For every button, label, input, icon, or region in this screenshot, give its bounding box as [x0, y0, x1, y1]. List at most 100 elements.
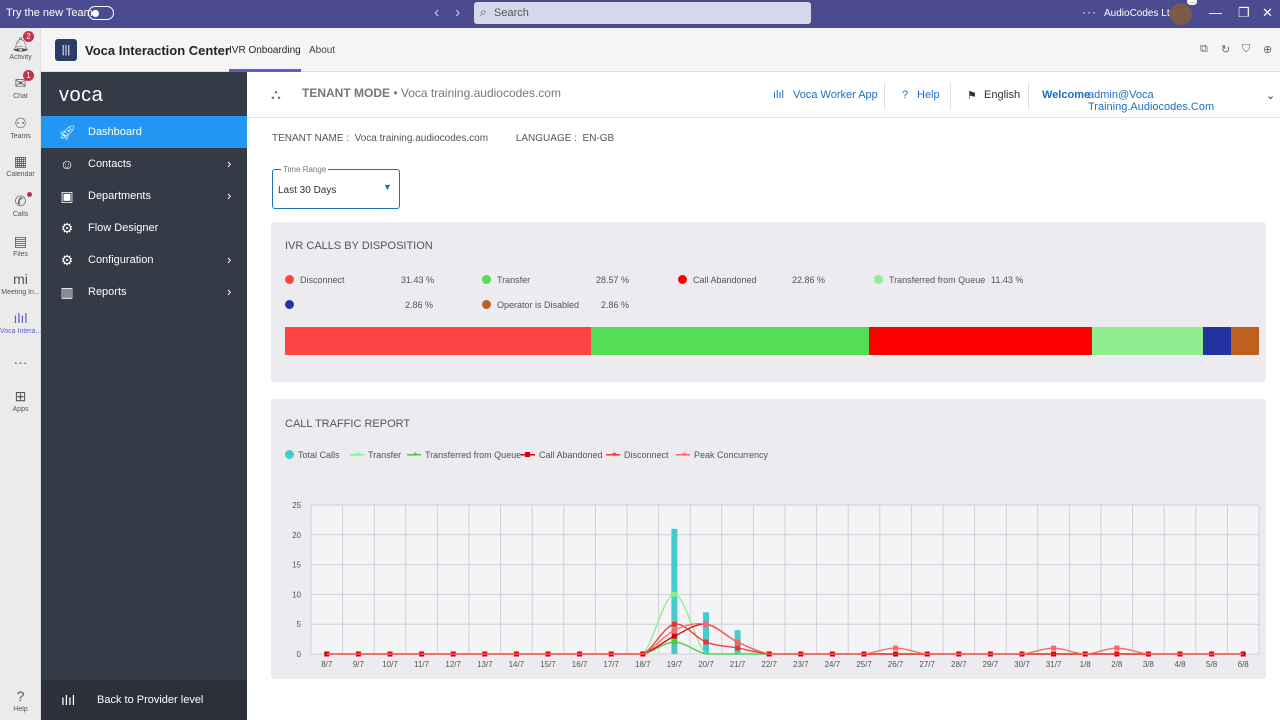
- meeting-icon: mi: [13, 271, 28, 287]
- globe-icon[interactable]: ⊕: [1263, 44, 1273, 56]
- search-placeholder: Search: [494, 7, 529, 19]
- phone-icon: ✆: [14, 193, 27, 209]
- rail-label: Calendar: [6, 171, 35, 178]
- transferred-from-queue-point: [671, 639, 677, 645]
- disposition-segment[interactable]: [1091, 327, 1204, 355]
- rail-item-activity[interactable]: 🔔︎ Activity 2: [0, 31, 41, 61]
- calendar-icon: ▦: [13, 153, 28, 169]
- restore-icon[interactable]: ❐: [1238, 5, 1250, 20]
- rail-item-files[interactable]: ▤ Files: [0, 233, 41, 258]
- x-tick-label: 28/7: [951, 660, 967, 669]
- legend-label: Transferred from Queue: [889, 275, 986, 285]
- sidebar-item-flow-designer[interactable]: ⚙ Flow Designer: [41, 212, 247, 244]
- language-selector[interactable]: English: [984, 89, 1021, 101]
- chevron-down-icon[interactable]: ⌄: [1266, 90, 1276, 102]
- tab-ivr-onboarding[interactable]: IVR Onboarding: [229, 45, 301, 56]
- help-link[interactable]: Help: [917, 89, 940, 101]
- sidebar-item-configuration[interactable]: ⚙ Configuration ›: [41, 244, 247, 276]
- legend-label: Total Calls: [298, 450, 340, 460]
- us-flag-icon: ⚑: [967, 90, 977, 102]
- x-tick-label: 23/7: [793, 660, 809, 669]
- peak-concurrency-point: [1051, 645, 1057, 651]
- disposition-legend-item: Operator is Disabled: [482, 300, 579, 310]
- voca-app-logo-icon: |||: [55, 39, 77, 61]
- tab-about[interactable]: About: [309, 45, 336, 56]
- peak-concurrency-point: [1114, 645, 1120, 651]
- notification-badge: 2: [23, 31, 34, 42]
- tenant-topbar: ⛬ TENANT MODE • Voca training.audiocodes…: [247, 72, 1280, 118]
- x-tick-label: 3/8: [1143, 660, 1155, 669]
- rail-item-meeting-in[interactable]: mi Meeting In...: [0, 271, 41, 296]
- disposition-segment[interactable]: [591, 327, 870, 355]
- legend-marker: ✶: [606, 450, 620, 459]
- user-email[interactable]: admin@Voca Training.Audiocodes.Com: [1088, 89, 1215, 113]
- org-name[interactable]: AudioCodes Ltd: [1104, 8, 1176, 19]
- chat-icon: ✉: [14, 75, 27, 91]
- peak-concurrency-point: [703, 621, 709, 627]
- traffic-legend-item[interactable]: ✶ Transferred from Queue: [407, 450, 521, 460]
- flow-designer-icon: ⚙: [60, 220, 74, 236]
- shield-icon[interactable]: ⛉: [1242, 43, 1251, 55]
- sidebar-item-departments[interactable]: ▣ Departments ›: [41, 180, 247, 212]
- app-header: ||| Voca Interaction Center IVR Onboardi…: [41, 28, 1280, 72]
- legend-label: Operator is Disabled: [497, 300, 580, 310]
- traffic-legend-item[interactable]: ✶ Peak Concurrency: [676, 450, 768, 460]
- avatar-badge: ...: [1187, 0, 1197, 5]
- traffic-legend-item[interactable]: ✶ Disconnect: [606, 450, 669, 460]
- disposition-segment[interactable]: [869, 327, 1092, 355]
- legend-marker: ✶: [407, 450, 421, 459]
- avatar[interactable]: ...: [1170, 0, 1197, 25]
- rail-item-calls[interactable]: ✆ Calls: [0, 192, 41, 218]
- forward-arrow-icon[interactable]: ›: [455, 4, 461, 21]
- main-content: ⛬ TENANT MODE • Voca training.audiocodes…: [247, 72, 1280, 720]
- back-to-provider-label: Back to Provider level: [97, 694, 204, 706]
- disposition-legend-item: Transfer: [482, 275, 530, 285]
- x-tick-label: 24/7: [825, 660, 841, 669]
- tenant-name-label: TENANT NAME :: [272, 133, 350, 144]
- disconnect-point: [735, 645, 741, 651]
- new-teams-toggle[interactable]: [88, 6, 114, 20]
- configuration-gear-icon: ⚙: [60, 252, 74, 268]
- traffic-legend-item[interactable]: Total Calls: [285, 450, 340, 460]
- time-range-label: Time Range: [281, 165, 329, 174]
- back-to-provider-button[interactable]: ılıl Back to Provider level: [41, 680, 247, 720]
- popout-icon[interactable]: ⧉: [1200, 43, 1208, 55]
- refresh-icon[interactable]: ↻: [1221, 44, 1231, 56]
- rail-item-apps[interactable]: ⊞ Apps: [0, 388, 41, 413]
- sidebar-item-label: Flow Designer: [88, 222, 159, 234]
- close-icon[interactable]: ✕: [1262, 5, 1273, 20]
- rail-item-chat[interactable]: ✉ Chat 1: [0, 70, 41, 100]
- legend-swatch: [874, 275, 883, 284]
- disposition-segment[interactable]: [1203, 327, 1232, 355]
- x-tick-label: 5/8: [1206, 660, 1218, 669]
- rail-item-more[interactable]: ···: [0, 354, 41, 370]
- disposition-segment[interactable]: [285, 327, 592, 355]
- try-new-teams-label: Try the new Teams: [6, 7, 99, 19]
- time-range-select[interactable]: Time Range Last 30 Days ▼: [272, 165, 400, 209]
- voca-worker-app-link[interactable]: Voca Worker App: [793, 89, 878, 101]
- back-arrow-icon[interactable]: ‹: [434, 4, 440, 21]
- search-input[interactable]: ⌕ Search: [474, 2, 811, 24]
- y-tick-label: 25: [292, 501, 301, 510]
- rail-item-voca-intera[interactable]: ılıl Voca Intera...: [0, 310, 41, 335]
- sidebar-item-dashboard[interactable]: 🚀︎ Dashboard: [41, 116, 247, 148]
- sidebar-item-reports[interactable]: ▥ Reports ›: [41, 276, 247, 308]
- sidebar-item-contacts[interactable]: ☺ Contacts ›: [41, 148, 247, 180]
- divider: [950, 82, 951, 110]
- minimize-icon[interactable]: —: [1209, 5, 1222, 20]
- rail-item-calendar[interactable]: ▦ Calendar: [0, 153, 41, 178]
- disposition-percent: 11.43 %: [991, 275, 1024, 285]
- voca-worker-app-icon[interactable]: ılıl: [773, 89, 784, 101]
- traffic-legend-item[interactable]: ✶ Transfer: [350, 450, 401, 460]
- chevron-right-icon: ›: [227, 188, 232, 203]
- traffic-legend-item[interactable]: Call Abandoned: [521, 450, 603, 460]
- rail-item-help[interactable]: ? Help: [0, 688, 41, 713]
- rail-label: Files: [13, 251, 28, 258]
- disposition-segment[interactable]: [1231, 327, 1259, 355]
- rail-item-teams[interactable]: ⚇ Teams: [0, 115, 41, 140]
- more-options-icon[interactable]: ···: [1082, 5, 1097, 19]
- help-icon[interactable]: ?: [902, 89, 909, 101]
- teams-icon: ⚇: [14, 115, 27, 131]
- y-tick-label: 0: [297, 650, 302, 659]
- tenant-name-value: Voca training.audiocodes.com: [354, 133, 489, 144]
